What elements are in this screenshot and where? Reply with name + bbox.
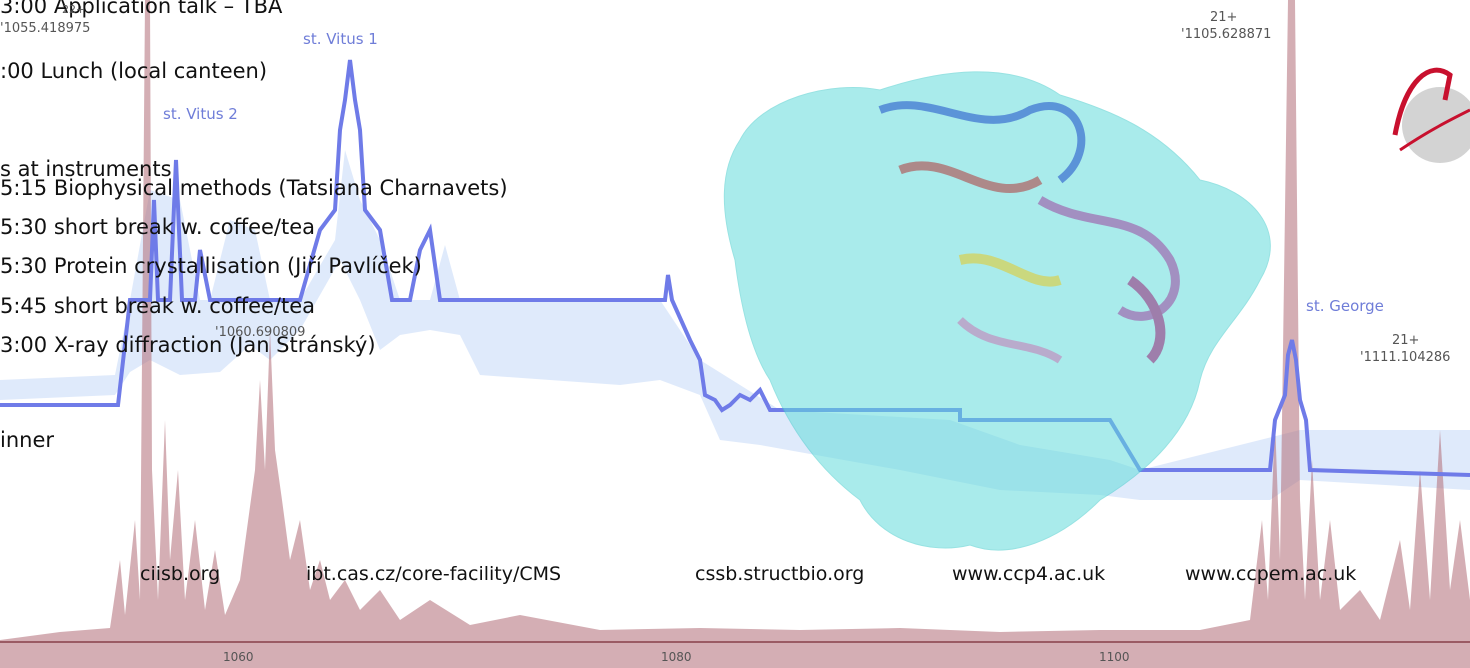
schedule-line-2: :00 Lunch (local canteen) [0,59,268,83]
link-cssb[interactable]: cssb.structbio.org [695,563,865,585]
link-ibt-cms[interactable]: ibt.cas.cz/core-facility/CMS [306,563,562,585]
peak-mass-1: '1055.418975 [0,21,91,36]
schedule-line-9: inner [0,428,55,452]
schedule-line-1: 3:00 Application talk – TBA [0,0,283,18]
schedule-line-6: 5:30 Protein crystallisation (Jiří Pavlí… [0,254,422,278]
schedule-line-4: 5:15 Biophysical methods (Tatsiana Charn… [0,176,508,200]
schedule-line-7: 5:45 short break w. coffee/tea [0,294,315,318]
peak-mass-2: '1060.690809 [215,325,306,340]
peak-mass-4: '1111.104286 [1360,350,1451,365]
protein-surface [723,71,1271,551]
axis-tick-1060: 1060 [223,650,254,664]
peak-mass-3: '1105.628871 [1181,27,1272,42]
schedule-line-5: 5:30 short break w. coffee/tea [0,215,315,239]
peak-charge-3: 21+ [1210,10,1238,25]
link-ccpem[interactable]: www.ccpem.ac.uk [1185,563,1357,585]
label-st-vitus-1: st. Vitus 1 [303,30,378,48]
peak-charge-4: 21+ [1392,333,1420,348]
label-st-george: st. George [1306,297,1384,315]
axis-tick-1080: 1080 [661,650,692,664]
profile-band [0,150,1470,500]
schedule-line-8: 3:00 X-ray diffraction (Jan Stránský) [0,333,376,357]
profile-line [0,59,1470,477]
link-ciisb[interactable]: ciisb.org [140,563,221,585]
peak-charge-1: 22+ [62,3,86,16]
link-ccp4[interactable]: www.ccp4.ac.uk [952,563,1106,585]
axis-tick-1100: 1100 [1099,650,1130,664]
label-st-vitus-2: st. Vitus 2 [163,105,238,123]
logo [1392,67,1470,163]
schedule-line-3: s at instruments [0,157,172,181]
protein-ribbons [878,101,1180,364]
